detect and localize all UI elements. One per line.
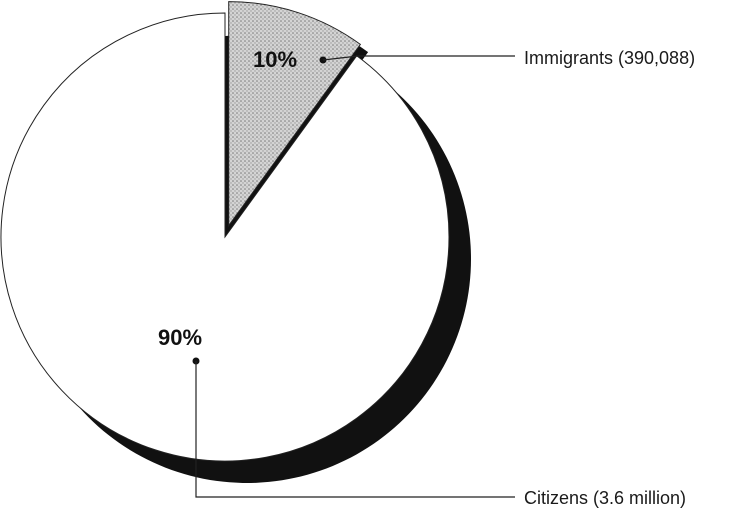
slice-legend-label-1: Citizens (3.6 million): [524, 488, 686, 508]
leader-line-1: [195, 361, 515, 498]
pie-slice-0: [228, 1, 362, 228]
pie-slices-group: [0, 1, 450, 462]
leader-line-0: [322, 55, 515, 61]
pie-labels-group: 10% Immigrants (390,088) 90% Citizens (3.6 …: [158, 47, 695, 508]
slice-percent-label-1: 90%: [158, 325, 202, 350]
slice-percent-label-0: 10%: [253, 47, 297, 72]
slice-legend-label-0: Immigrants (390,088): [524, 48, 695, 68]
pie-slice-1: [0, 12, 450, 462]
